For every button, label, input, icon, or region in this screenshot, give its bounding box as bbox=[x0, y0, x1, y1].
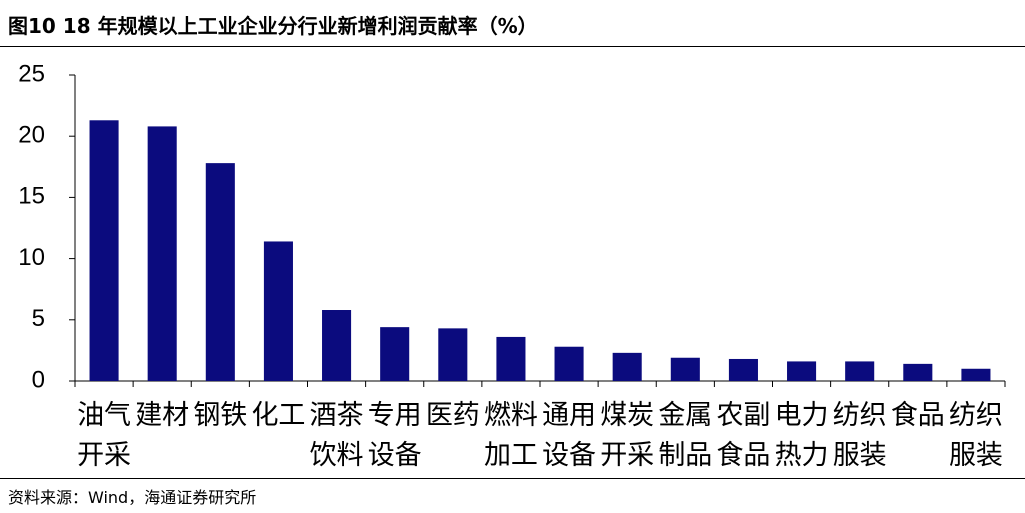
bar bbox=[89, 120, 119, 382]
y-tick-label: 0 bbox=[32, 366, 45, 393]
x-tick-label: 钢铁 bbox=[193, 400, 248, 431]
bar bbox=[554, 346, 584, 381]
bar bbox=[612, 352, 642, 381]
x-tick-label: 电力热力 bbox=[774, 400, 829, 471]
x-tick-label: 化工 bbox=[251, 400, 306, 431]
y-tick-label: 15 bbox=[18, 183, 45, 210]
bar bbox=[438, 328, 468, 381]
bar bbox=[728, 358, 758, 381]
x-tick-label: 医药 bbox=[425, 400, 480, 431]
x-tick-label: 通用设备 bbox=[542, 400, 597, 471]
bar bbox=[787, 361, 817, 381]
chart-title: 图10 18 年规模以上工业企业分行业新增利润贡献率（%） bbox=[8, 14, 538, 38]
bar bbox=[322, 310, 352, 381]
divider bbox=[0, 46, 1025, 47]
divider bbox=[0, 478, 1025, 479]
bar bbox=[263, 241, 293, 381]
y-tick-label: 10 bbox=[18, 244, 45, 271]
bar bbox=[961, 368, 991, 381]
x-tick-label: 农副食品 bbox=[716, 400, 771, 471]
y-tick-label: 25 bbox=[18, 60, 45, 87]
x-tick-label: 酒茶饮料 bbox=[309, 400, 364, 471]
x-tick-label: 食品 bbox=[890, 400, 945, 431]
y-tick-label: 20 bbox=[18, 122, 45, 149]
x-tick-label: 纺织服装 bbox=[832, 400, 887, 471]
bar bbox=[845, 361, 875, 381]
x-tick-label: 煤炭开采 bbox=[600, 400, 655, 471]
x-tick-label: 金属制品 bbox=[658, 400, 713, 471]
bar bbox=[147, 126, 177, 382]
source-note: 资料来源：Wind，海通证券研究所 bbox=[8, 488, 257, 507]
bar bbox=[205, 163, 235, 381]
x-tick-label: 纺织服装 bbox=[948, 400, 1003, 471]
x-tick-label: 油气开采 bbox=[77, 400, 132, 471]
bar bbox=[903, 363, 933, 381]
x-tick-label: 燃料加工 bbox=[483, 400, 538, 471]
bar bbox=[380, 327, 410, 381]
bar bbox=[496, 336, 526, 381]
y-tick-label: 5 bbox=[32, 305, 45, 332]
x-tick-label: 专用设备 bbox=[367, 400, 422, 471]
bar bbox=[670, 357, 700, 381]
x-tick-label: 建材 bbox=[135, 400, 190, 431]
